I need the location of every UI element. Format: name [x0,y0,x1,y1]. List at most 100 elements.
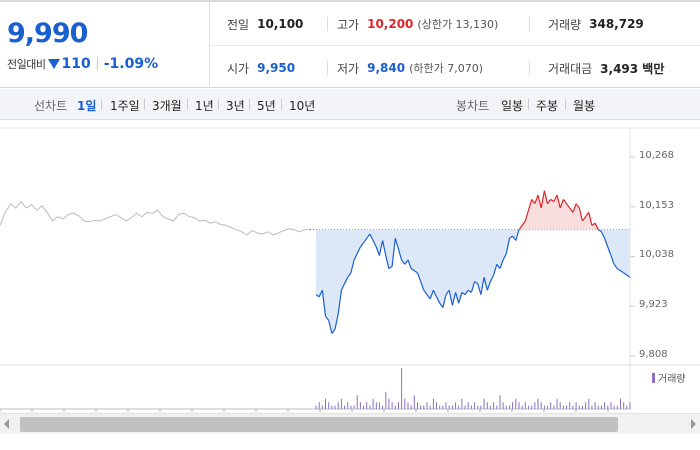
today-price-segment [493,264,498,276]
tab-1-year[interactable]: 1년 [195,98,214,113]
today-price-segment [385,255,390,269]
scroll-left-icon[interactable] [4,419,9,429]
high-cell: 고가 10,200 (상한가 13,130) [337,14,498,34]
today-price-segment [537,194,542,209]
today-price-segment [375,246,380,256]
y-tick-label: 9,923 [639,299,668,310]
low-cell: 저가 9,840 (하한가 7,070) [337,58,483,78]
today-price-segment [477,283,482,295]
today-price-segment [509,235,513,239]
today-price-segment [337,290,342,315]
today-price-segment [534,194,539,204]
today-price-segment [521,220,526,226]
volume-legend-swatch [652,372,655,383]
today-price-segment [540,190,545,209]
today-price-segment [594,222,599,230]
today-price-segment [604,238,609,248]
today-price-segment [566,203,571,209]
change-percent: -1.09% [103,56,159,72]
divider [529,17,530,31]
below-reference-area [316,229,630,334]
today-price-segment [527,199,533,211]
tab-monthly-candle[interactable]: 월봉 [573,98,596,113]
scrollbar-thumb[interactable] [20,417,618,432]
y-tick-label: 10,153 [639,200,674,211]
today-price-segment [464,289,469,295]
today-price-segment [458,292,463,304]
today-price-segment [588,212,593,226]
y-tick-label: 10,268 [639,150,674,161]
low-label: 저가 [337,61,360,76]
price-chart-canvas [0,127,700,412]
divider [327,17,328,31]
today-price-segment [505,238,511,254]
today-price-segment [382,240,387,256]
today-price-segment [610,255,615,265]
chart-scrollbar[interactable] [0,413,700,434]
today-price-segment [372,240,377,248]
today-price-segment [435,296,441,304]
today-price-segment [397,248,403,261]
divider [327,61,328,75]
prev-close-value: 10,100 [257,17,304,31]
down-arrow-icon [48,59,61,69]
price-summary: 9,990 전일대비 110 -1.09% 전일 10,100 고가 10,20… [0,2,700,88]
divider [210,45,700,46]
today-price-segment [423,289,428,295]
today-price-segment [448,290,453,306]
today-price-segment [388,265,393,270]
high-label: 고가 [337,17,360,32]
today-price-segment [391,238,396,267]
current-price: 9,990 [7,18,88,49]
divider [281,99,282,110]
today-price-segment [572,203,577,213]
tab-3-years[interactable]: 3년 [226,98,245,113]
today-price-segment [616,268,621,272]
scroll-right-icon[interactable] [691,419,696,429]
prev-close-cell: 전일 10,100 [227,14,303,34]
divider [144,99,145,110]
tab-10-years[interactable]: 10년 [289,98,316,113]
tab-3-months[interactable]: 3개월 [152,98,182,113]
today-price-segment [343,277,349,285]
volume-value: 348,729 [589,17,644,31]
today-price-segment [569,207,574,213]
tab-weekly-candle[interactable]: 주봉 [536,98,559,113]
today-price-segment [442,294,447,308]
tab-1-day[interactable]: 1일 [77,98,97,113]
upper-limit: (상한가 13,130) [417,18,499,31]
today-price-segment [597,229,602,233]
today-price-segment [445,289,450,295]
tab-1-week[interactable]: 1주일 [110,98,140,113]
tab-5-years[interactable]: 5년 [257,98,276,113]
today-price-segment [350,259,355,274]
today-price-segment [591,222,596,226]
today-price-segment [461,291,466,296]
today-price-segment [407,259,412,269]
volume-label: 거래량 [548,17,582,32]
today-price-segment [366,233,371,239]
today-price-segment [420,281,425,291]
today-price-segment [429,289,434,300]
today-price-segment [486,281,491,291]
today-price-segment [553,194,558,202]
today-price-segment [315,294,320,298]
intraday-price-chart: 10,268 10,153 10,038 9,923 9,808 거래량 [0,120,700,432]
today-price-segment [607,246,612,256]
volume-legend: 거래량 [652,370,686,385]
today-price-segment [410,268,415,272]
tab-daily-candle[interactable]: 일봉 [501,98,524,113]
divider [528,99,529,110]
open-cell: 시가 9,950 [227,58,295,78]
today-price-segment [474,281,479,285]
today-price-segment [347,272,352,278]
change-label: 전일대비 [7,58,46,71]
y-tick-label: 9,808 [639,349,668,360]
today-price-segment [404,259,409,265]
line-chart-label: 선차트 [34,98,68,113]
today-price-segment [455,292,460,304]
today-price-segment [581,216,587,222]
today-price-segment [600,231,606,239]
today-price-segment [489,274,495,282]
trade-value-cell: 거래대금 3,493 백만 [548,58,664,78]
